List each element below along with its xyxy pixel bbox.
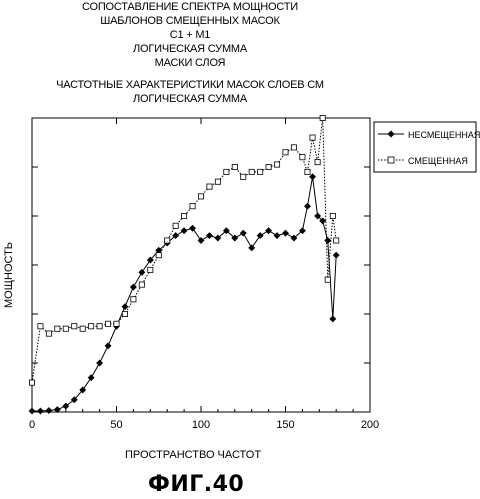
x-axis-label: ПРОСТРАНСТВО ЧАСТОТ — [125, 449, 261, 461]
series-line-0 — [32, 177, 336, 411]
data-point — [241, 174, 246, 179]
data-point — [249, 169, 254, 174]
x-tick-label-3: 150 — [276, 419, 294, 431]
data-point — [46, 331, 51, 336]
data-point — [29, 408, 35, 414]
data-point — [139, 282, 144, 287]
data-point — [224, 169, 229, 174]
x-tick-label-2: 100 — [192, 419, 210, 431]
data-point — [257, 232, 263, 238]
data-point — [232, 164, 237, 169]
data-point — [63, 326, 68, 331]
data-point — [182, 213, 187, 218]
data-point — [189, 225, 195, 231]
data-point — [55, 326, 60, 331]
data-point — [139, 269, 145, 275]
data-point — [265, 228, 271, 234]
figure-label: ФИГ.40 — [148, 472, 244, 497]
data-point — [181, 228, 187, 234]
data-point — [29, 380, 34, 385]
data-point — [37, 408, 43, 414]
data-point — [114, 321, 119, 326]
data-point — [304, 203, 310, 209]
data-point — [291, 145, 296, 150]
data-point — [156, 253, 161, 258]
data-point — [266, 164, 271, 169]
data-point — [315, 160, 320, 165]
data-point — [274, 162, 279, 167]
data-point — [105, 321, 110, 326]
data-point — [215, 179, 220, 184]
data-point — [310, 135, 315, 140]
series-line-1 — [32, 118, 336, 383]
data-point — [325, 237, 331, 243]
data-point — [130, 284, 136, 290]
data-point — [258, 169, 263, 174]
data-point — [190, 204, 195, 209]
data-point — [274, 232, 280, 238]
data-point — [283, 150, 288, 155]
data-point — [249, 245, 255, 251]
legend-label-1: СМЕЩЕННАЯ — [408, 156, 468, 166]
data-point — [38, 324, 43, 329]
data-point — [330, 316, 336, 322]
data-point — [122, 303, 128, 309]
data-point — [333, 252, 339, 258]
x-tick-label-4: 200 — [361, 419, 379, 431]
y-axis-label: МОЩНОСТЬ — [3, 242, 15, 308]
data-point — [207, 184, 212, 189]
data-point — [72, 324, 77, 329]
legend-marker-1 — [388, 157, 394, 163]
series-1 — [29, 115, 338, 385]
data-point — [148, 267, 153, 272]
data-point — [105, 343, 111, 349]
data-point — [198, 194, 203, 199]
data-point — [80, 326, 85, 331]
data-point — [240, 230, 246, 236]
data-point — [96, 360, 102, 366]
data-point — [165, 238, 170, 243]
data-point — [206, 232, 212, 238]
data-point — [89, 324, 94, 329]
data-point — [282, 230, 288, 236]
x-tick-label-0: 0 — [29, 419, 35, 431]
data-point — [305, 169, 310, 174]
data-point — [300, 155, 305, 160]
data-point — [131, 297, 136, 302]
data-point — [173, 223, 178, 228]
series-0 — [29, 174, 340, 415]
data-point — [330, 213, 335, 218]
data-point — [122, 311, 127, 316]
data-point — [334, 238, 339, 243]
data-point — [46, 407, 52, 413]
legend-label-0: НЕСМЕЩЕННАЯ — [408, 130, 480, 140]
x-tick-label-1: 50 — [110, 419, 122, 431]
data-point — [198, 237, 204, 243]
data-point — [325, 277, 330, 282]
data-point — [88, 375, 94, 381]
data-point — [320, 115, 325, 120]
data-point — [97, 324, 102, 329]
